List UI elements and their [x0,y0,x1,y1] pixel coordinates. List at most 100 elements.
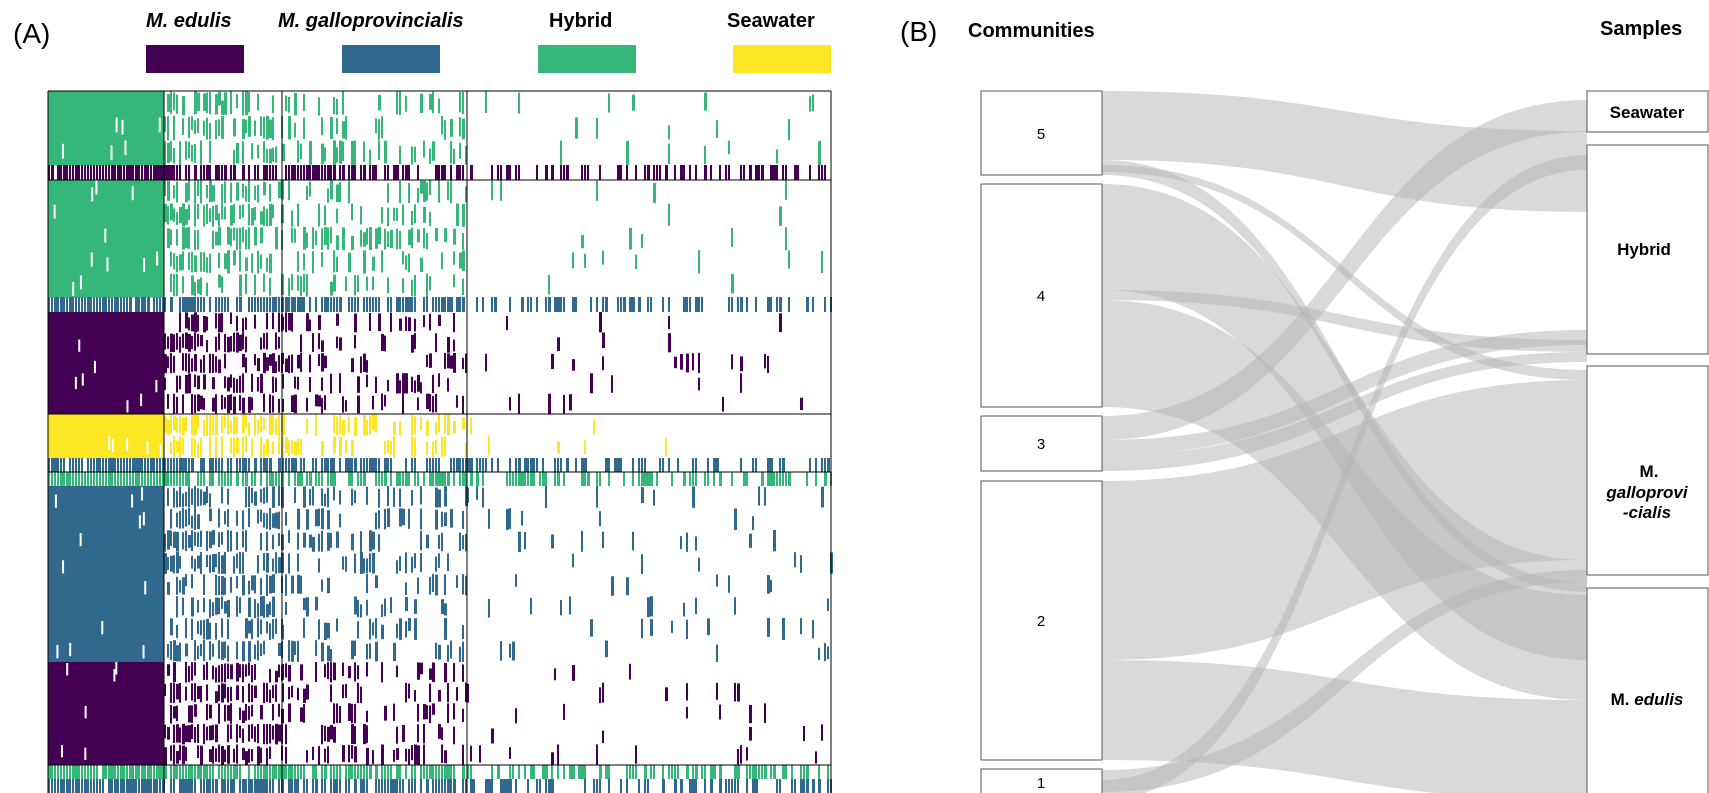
heatmap-cell [414,458,416,472]
heatmap-cell [435,394,437,413]
heatmap-cell [93,458,95,472]
heatmap-cell [248,779,251,793]
heatmap-cell [285,765,287,779]
heatmap-cell [191,683,193,701]
heatmap-cell [432,472,434,486]
heatmap-gap [81,373,84,386]
heatmap-cell [200,297,202,312]
heatmap-cell [99,165,101,180]
heatmap-cell [227,663,229,680]
heatmap-cell [333,165,336,180]
heatmap-cell [251,779,253,793]
heatmap-cell [60,472,63,486]
heatmap-cell [689,472,691,486]
heatmap-cell [351,165,354,180]
heatmap-cell [683,165,685,180]
heatmap-cell [470,472,473,486]
heatmap-cell [90,779,92,793]
heatmap-cell [731,274,734,294]
heatmap-cell [459,117,461,137]
heatmap-cell [203,93,206,111]
heatmap-cell [420,257,423,272]
heatmap-cell [665,437,667,456]
heatmap-cell [653,765,655,779]
heatmap-cell [381,624,384,640]
community-label-1: 1 [1037,775,1045,792]
heatmap-cell [444,603,447,616]
heatmap-cell [309,489,311,506]
heatmap-cell [176,375,178,393]
heatmap-cell [60,458,62,472]
heatmap-cell [686,619,688,640]
heatmap-cell [318,533,320,552]
heatmap-cell [176,512,178,528]
heatmap-cell [248,683,250,703]
heatmap-cell [719,165,721,180]
heatmap-gap [104,228,107,243]
heatmap-cell [306,273,308,297]
heatmap-cell [435,165,438,180]
heatmap-cell [209,779,211,793]
heatmap-cell [194,531,196,546]
heatmap-cell [114,472,116,486]
heatmap-cell [254,165,256,180]
heatmap-cell [191,597,194,617]
heatmap-cell [743,472,746,486]
heatmap-cell [215,94,218,115]
heatmap-cell [257,509,259,524]
heatmap-cell [351,724,354,745]
heatmap-cell [405,621,407,638]
heatmap-cell [441,599,444,615]
heatmap-cell [324,226,327,245]
heatmap-cell [378,534,380,552]
heatmap-cell [417,703,419,722]
heatmap-cell [435,422,437,435]
heatmap-cell [399,420,401,436]
heatmap-cell [587,472,590,486]
heatmap-cell [173,185,175,199]
heatmap-cell [722,396,724,412]
heatmap-cell [384,394,386,407]
heatmap-cell [731,779,733,793]
heatmap-cell [572,553,574,568]
heatmap-cell [224,511,226,525]
heatmap-cell [48,91,164,117]
heatmap-cell [602,250,604,265]
heatmap-cell [126,165,129,180]
heatmap-cell [333,472,336,486]
heatmap-cell [239,375,241,393]
heatmap-cell [602,682,604,703]
heatmap-cell [447,553,449,572]
heatmap-cell [348,703,351,722]
heatmap-cell [200,165,202,180]
heatmap-cell [218,297,220,312]
heatmap-cell [294,779,297,793]
heatmap-cell [269,119,272,138]
heatmap-cell [245,664,247,677]
heatmap-cell [167,488,169,506]
heatmap-cell [788,119,790,141]
heatmap-cell [218,119,220,136]
heatmap-cell [608,93,610,113]
heatmap-cell [438,489,441,508]
heatmap-cell [48,486,164,509]
heatmap-cell [236,744,238,764]
heatmap-cell [191,251,193,273]
heatmap-cell [164,377,166,390]
heatmap-cell [641,487,644,504]
heatmap-gap [101,621,104,635]
heatmap-cell [674,356,677,369]
heatmap-cell [536,297,538,312]
heatmap-cell [212,602,214,616]
heatmap-cell [638,779,640,793]
heatmap-cell [209,123,211,140]
heatmap-cell [63,165,66,180]
heatmap-cell [515,779,517,793]
heatmap-cell [245,618,248,639]
heatmap-cell [72,297,74,312]
heatmap-cell [647,472,650,486]
heatmap-cell [348,744,350,763]
heatmap-cell [48,436,164,459]
heatmap-cell [48,703,164,725]
heatmap-cell [245,317,247,330]
